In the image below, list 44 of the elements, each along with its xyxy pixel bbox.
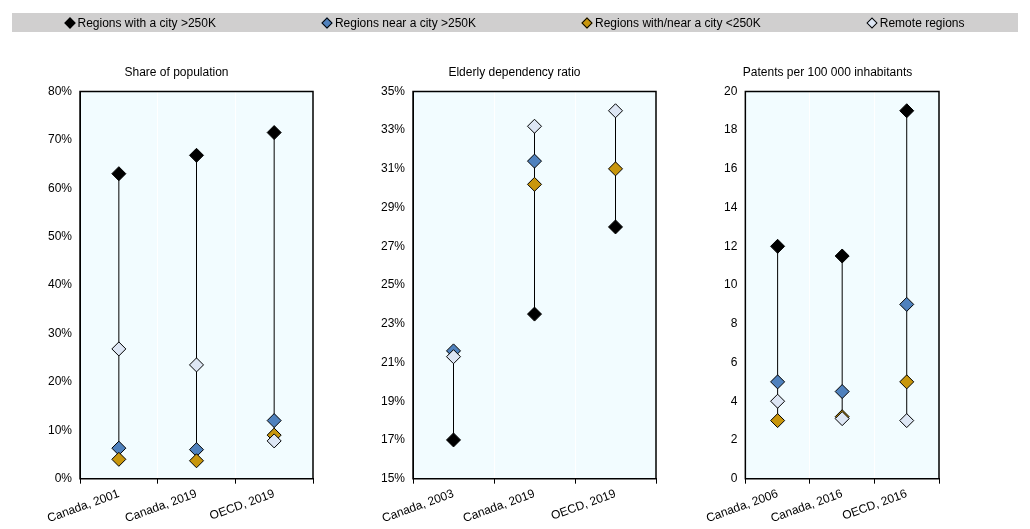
y-tick-label: 16: [723, 161, 738, 176]
y-tick-label: 0%: [54, 470, 73, 485]
legend-label: Regions with/near a city <250K: [595, 15, 761, 30]
legend-label: Remote regions: [879, 15, 965, 30]
y-tick-label: 6: [730, 354, 738, 369]
y-tick-label: 10: [723, 277, 738, 292]
y-tick-label: 21%: [380, 354, 406, 369]
chart-title: Patents per 100 000 inhabitants: [742, 64, 913, 79]
y-tick-label: 2: [730, 432, 738, 447]
y-tick-label: 0: [730, 470, 738, 485]
y-tick-label: 18: [723, 122, 738, 137]
x-tick-label: OECD, 2019: [207, 486, 277, 523]
y-tick-label: 35%: [380, 83, 406, 98]
y-tick-label: 23%: [380, 316, 406, 331]
y-tick-label: 70%: [47, 132, 73, 147]
y-tick-label: 30%: [47, 325, 73, 340]
y-tick-label: 29%: [380, 199, 406, 214]
y-tick-label: 4: [730, 393, 738, 408]
y-tick-label: 19%: [380, 393, 406, 408]
y-tick-label: 60%: [47, 180, 73, 195]
y-tick-label: 40%: [47, 277, 73, 292]
x-tick-label: Canada, 2019: [461, 486, 537, 526]
legend-label: Regions near a city >250K: [334, 15, 477, 30]
y-tick-label: 8: [730, 316, 738, 331]
y-tick-label: 31%: [380, 161, 406, 176]
x-tick-label: Canada, 2019: [123, 486, 199, 526]
y-tick-label: 20%: [47, 374, 73, 389]
x-tick-label: Canada, 2003: [380, 486, 456, 526]
y-tick-label: 15%: [380, 470, 406, 485]
y-tick-label: 10%: [47, 422, 73, 437]
chart-title: Share of population: [124, 64, 229, 79]
y-tick-label: 17%: [380, 432, 406, 447]
legend-label: Regions with a city >250K: [77, 15, 216, 30]
y-tick-label: 14: [723, 199, 738, 214]
y-tick-label: 25%: [380, 277, 406, 292]
y-tick-label: 20: [723, 83, 738, 98]
y-tick-label: 12: [723, 238, 738, 253]
x-tick-label: Canada, 2001: [45, 486, 122, 526]
chart-title: Elderly dependency ratio: [448, 64, 581, 79]
y-tick-label: 27%: [380, 238, 406, 253]
y-tick-label: 33%: [380, 122, 406, 137]
y-tick-label: 50%: [47, 228, 73, 243]
y-tick-label: 80%: [47, 83, 73, 98]
x-tick-label: OECD, 2019: [548, 486, 618, 523]
